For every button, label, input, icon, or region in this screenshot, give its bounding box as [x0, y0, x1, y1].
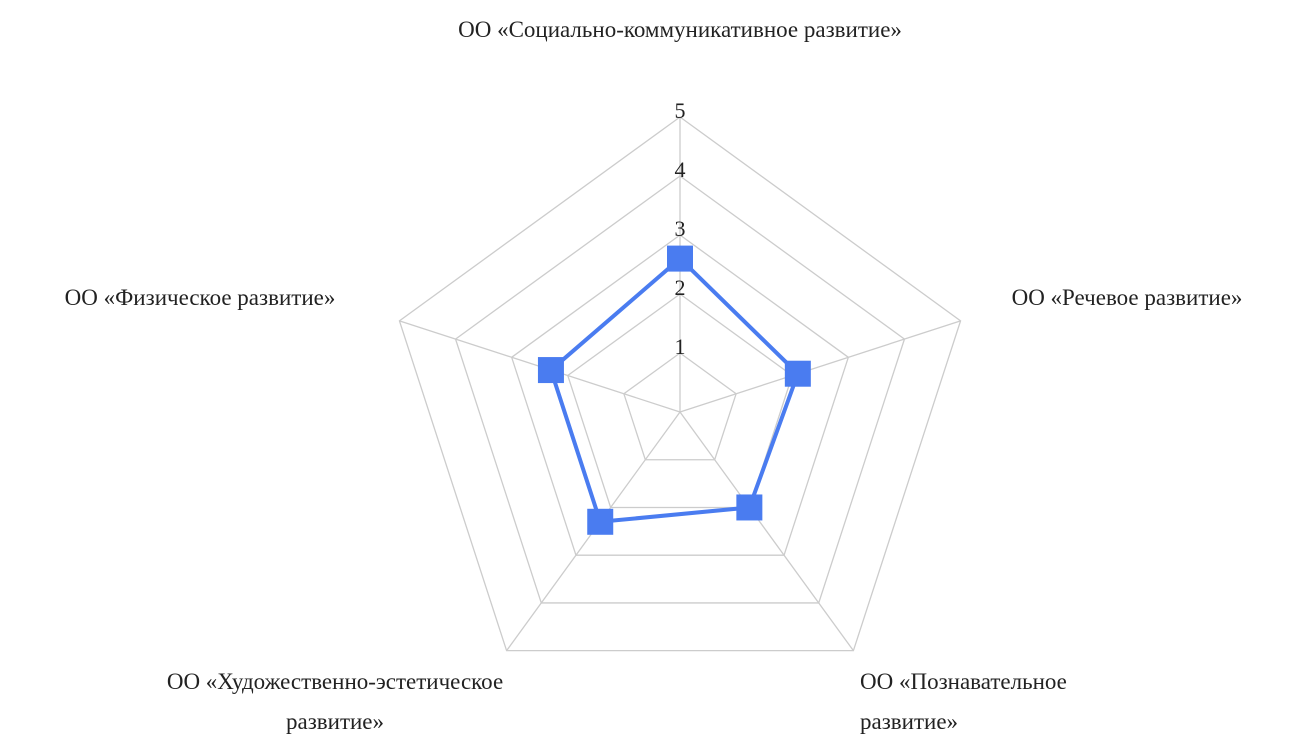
marker — [587, 508, 614, 535]
r-tick-label: 3 — [675, 216, 686, 241]
r-tick-label: 4 — [675, 157, 686, 182]
spoke — [679, 411, 854, 652]
category-label: ОО «Речевое развитие» — [1011, 285, 1243, 310]
grid-ring — [510, 234, 850, 556]
category-label: ОО «Социально-коммуникативное развитие» — [458, 17, 902, 42]
grid-ring — [623, 352, 737, 461]
category-label: ОО «Физическое развитие» — [64, 285, 336, 310]
grid-ring — [454, 175, 906, 604]
marker — [736, 494, 763, 521]
spoke — [679, 320, 961, 413]
category-label: ОО «Познавательное развитие» — [860, 669, 1067, 734]
marker — [537, 357, 564, 384]
series-line — [548, 255, 801, 524]
grid-ring — [567, 293, 793, 509]
category-label: ОО «Художественно-эстетическое развитие» — [166, 669, 504, 734]
r-tick-label: 1 — [675, 334, 686, 359]
marker — [784, 360, 811, 387]
r-tick-label: 2 — [675, 275, 686, 300]
marker — [667, 245, 693, 272]
r-tick-label: 5 — [675, 98, 686, 123]
grid-ring — [398, 116, 962, 652]
